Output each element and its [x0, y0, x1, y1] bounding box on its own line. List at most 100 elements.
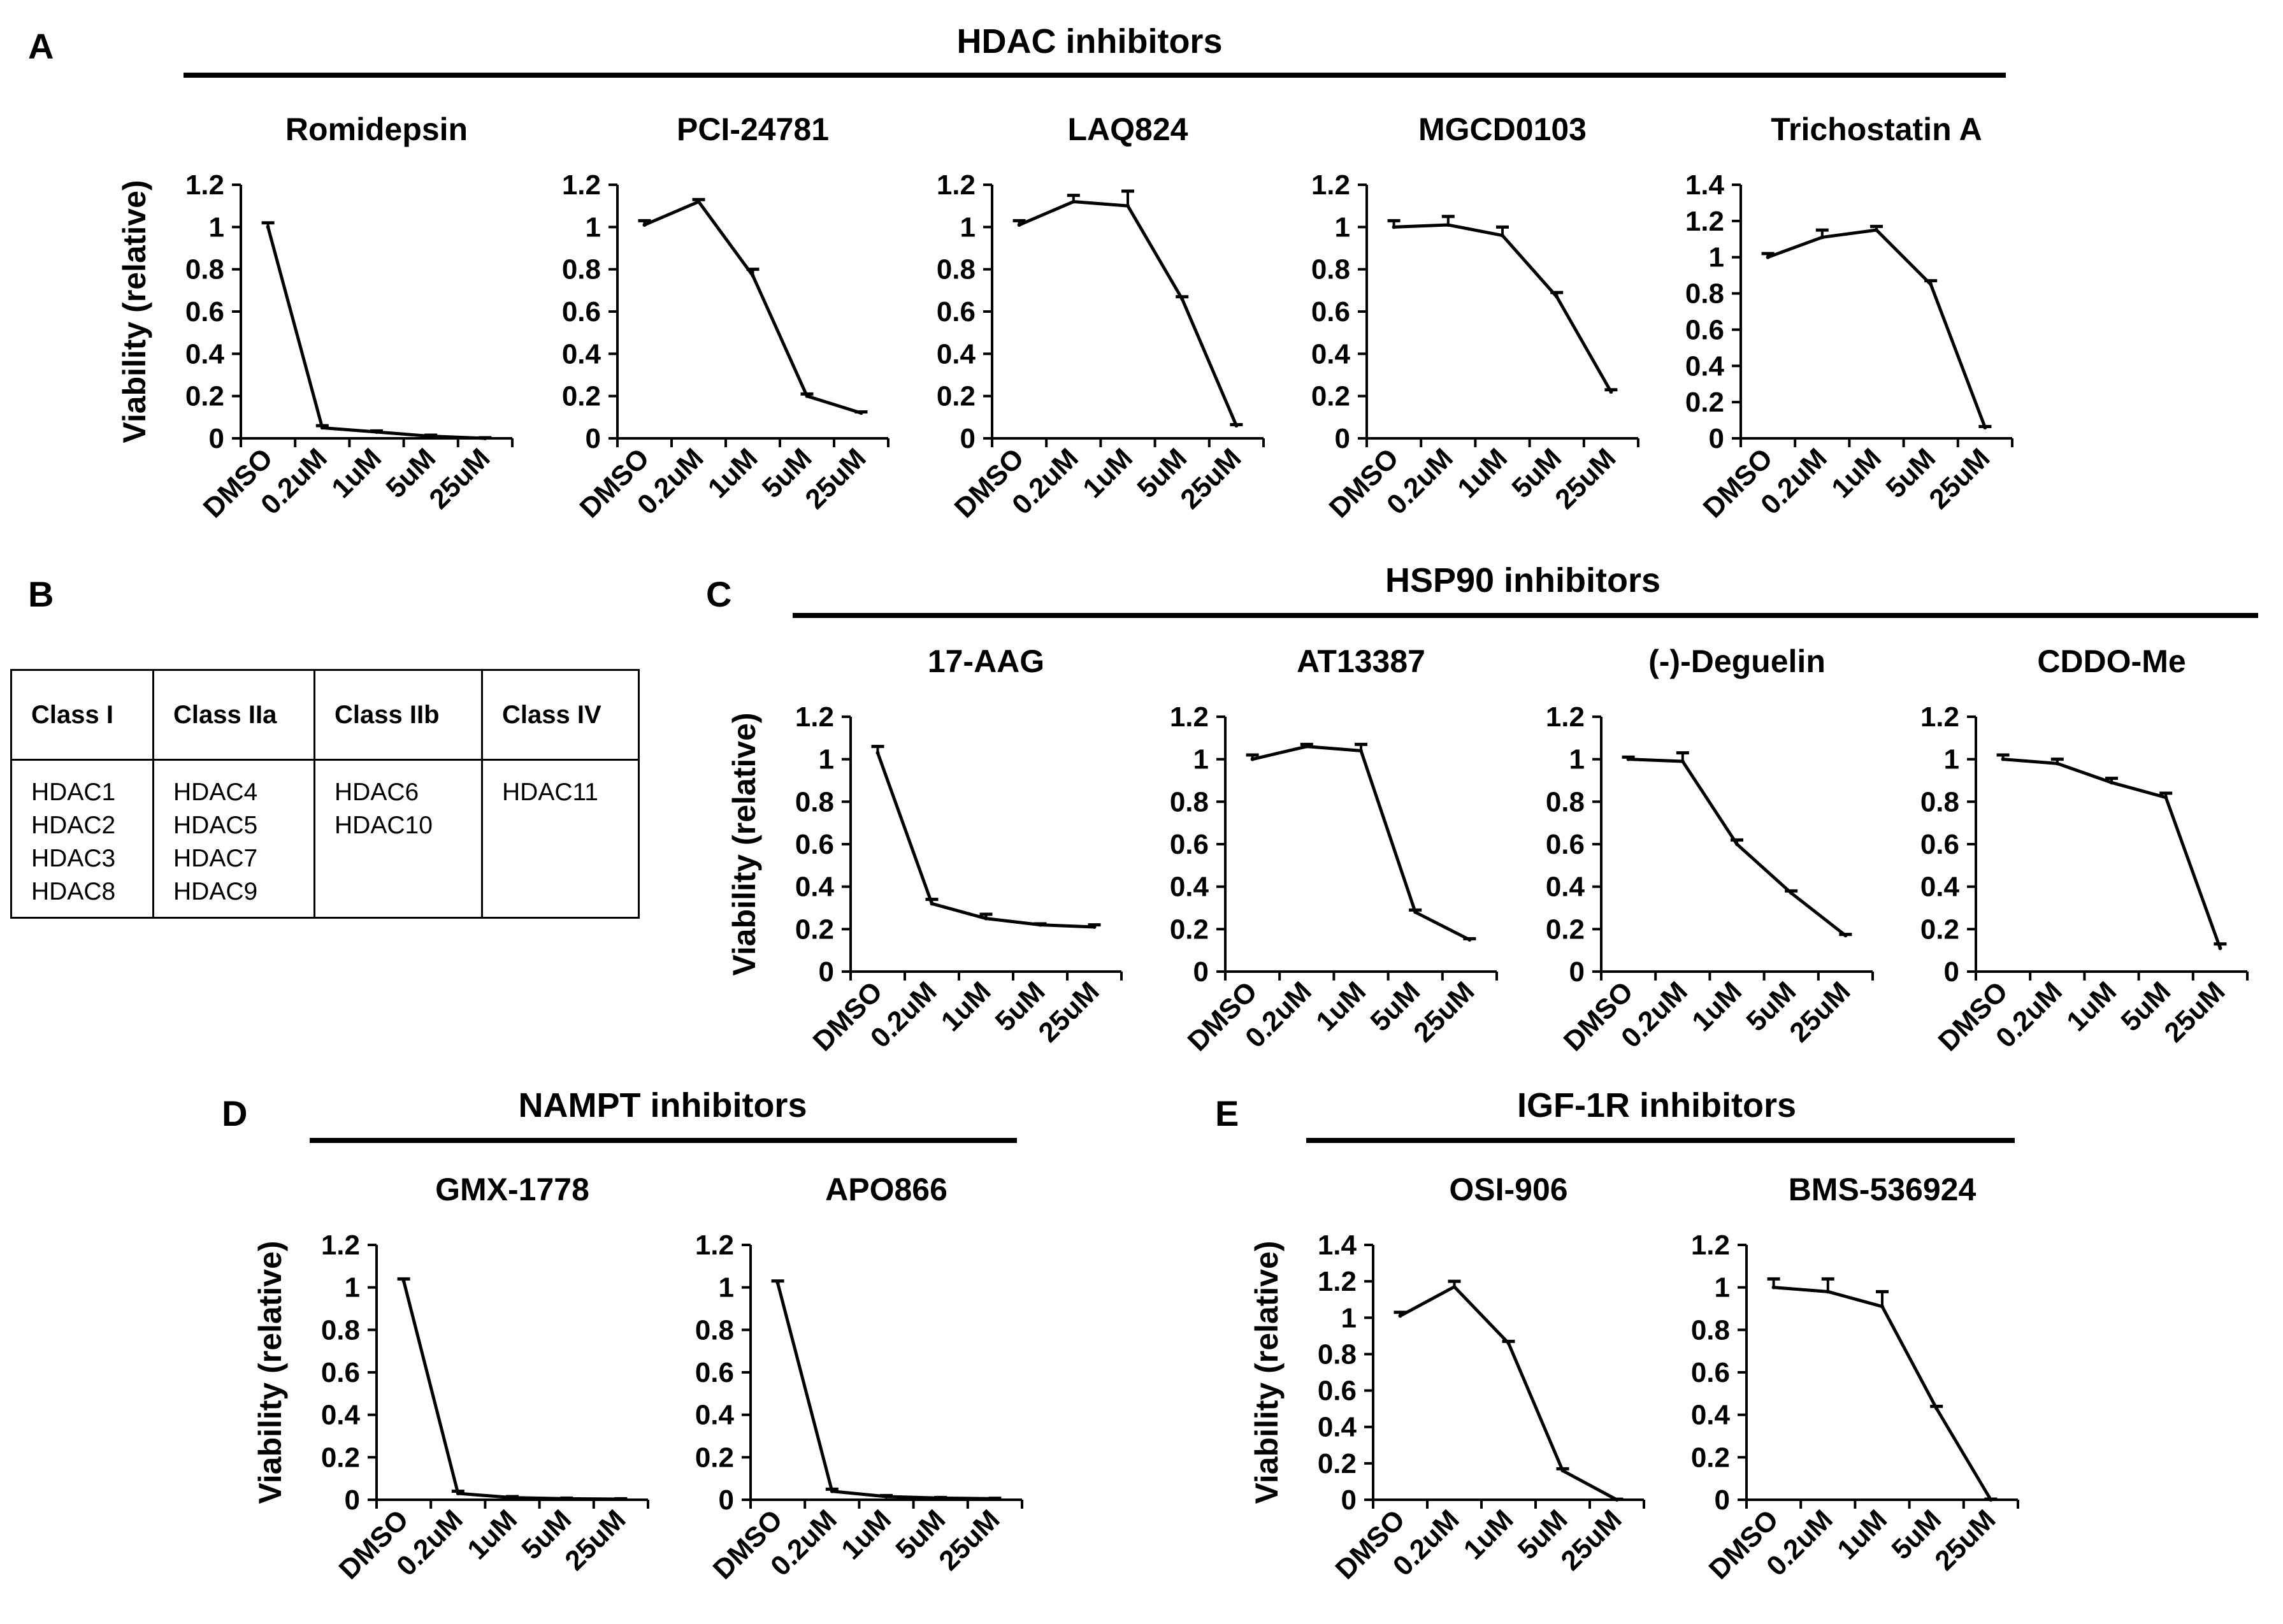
- y-tick-label: 0: [819, 956, 834, 988]
- data-point: [830, 1489, 834, 1493]
- data-point: [1446, 223, 1450, 227]
- x-tick-label: 25uM: [1555, 1504, 1627, 1576]
- chart-title: OSI-906: [1449, 1172, 1567, 1207]
- y-tick-label: 1: [1193, 744, 1209, 775]
- x-tick-label: DMSO: [1697, 442, 1779, 524]
- y-tick-label: 1.2: [795, 701, 834, 733]
- table-cell: HDAC1 HDAC2 HDAC3 HDAC8: [10, 759, 154, 918]
- table-header: Class I: [10, 670, 154, 761]
- y-tick-label: 1: [209, 212, 224, 243]
- data-point: [1843, 933, 1848, 938]
- data-point: [619, 1497, 623, 1501]
- series-line: [1399, 1285, 1618, 1502]
- data-point: [1983, 425, 1987, 429]
- y-tick-label: 0.6: [1318, 1376, 1357, 1407]
- series-line: [776, 1283, 995, 1500]
- data-point: [1771, 1285, 1776, 1290]
- y-tick-label: 0.2: [1170, 914, 1209, 945]
- y-tick-label: 0: [586, 423, 601, 454]
- y-tick-label: 0: [1715, 1484, 1730, 1516]
- y-tick-label: 0: [1944, 956, 1959, 988]
- data-point: [2055, 761, 2059, 766]
- y-axis-title: Viability (relative): [726, 712, 762, 975]
- hdac-name: HDAC6: [335, 779, 419, 806]
- data-point: [642, 223, 647, 227]
- y-tick-label: 0.6: [1691, 1357, 1730, 1388]
- y-tick-label: 0.4: [1546, 872, 1585, 903]
- y-tick-label: 0.4: [1685, 350, 1725, 382]
- hdac-name: HDAC4: [173, 779, 258, 806]
- y-tick-label: 0.8: [1685, 278, 1724, 310]
- x-tick-label: 25uM: [1549, 442, 1622, 515]
- chart-title: Romidepsin: [285, 111, 468, 147]
- y-tick-label: 0.8: [562, 254, 601, 285]
- chart-title: (-)-Deguelin: [1648, 643, 1826, 679]
- y-tick-label: 0: [1341, 1484, 1357, 1516]
- hdac-name: HDAC10: [335, 812, 433, 839]
- chart-title: APO866: [825, 1172, 947, 1207]
- y-tick-label: 0.8: [1311, 254, 1350, 285]
- y-tick-label: 0.4: [562, 338, 601, 370]
- data-point: [930, 902, 934, 906]
- chart-title: AT13387: [1297, 643, 1425, 679]
- series-line: [1252, 745, 1471, 942]
- y-tick-label: 0.6: [695, 1357, 734, 1388]
- data-point: [1304, 744, 1309, 749]
- data-point: [1092, 925, 1097, 929]
- y-tick-label: 0: [1569, 956, 1585, 988]
- y-tick-label: 0.4: [1318, 1412, 1357, 1443]
- y-tick-label: 0.4: [1170, 872, 1209, 903]
- data-point: [1398, 1314, 1402, 1318]
- data-point: [884, 1495, 888, 1498]
- x-tick-label: 1uM: [2061, 975, 2122, 1037]
- y-tick-label: 0.4: [937, 338, 976, 370]
- y-tick-label: 0.2: [321, 1442, 360, 1473]
- hdac-name: HDAC2: [31, 812, 116, 839]
- table-header: Class IV: [481, 670, 640, 761]
- x-tick-label: 25uM: [559, 1504, 631, 1576]
- y-tick-label: 0.6: [1920, 829, 1959, 860]
- x-tick-label: DMSO: [1703, 1504, 1785, 1585]
- y-tick-label: 0.8: [1920, 786, 1959, 817]
- data-point: [775, 1281, 780, 1285]
- y-tick-label: 0: [1709, 423, 1724, 454]
- y-tick-label: 0.6: [562, 296, 601, 327]
- y-tick-label: 0.2: [185, 381, 224, 412]
- y-tick-label: 0.8: [185, 254, 224, 285]
- data-point: [1989, 1498, 1993, 1502]
- x-tick-label: 1uM: [326, 442, 387, 504]
- data-point: [510, 1495, 514, 1500]
- data-point: [751, 273, 755, 278]
- y-tick-label: 0.2: [695, 1442, 734, 1473]
- data-point: [1615, 1498, 1619, 1502]
- y-axis-title: Viability (relative): [117, 180, 152, 443]
- y-tick-label: 0.8: [937, 254, 976, 285]
- x-tick-label: DMSO: [949, 442, 1030, 524]
- panel-label-d: D: [222, 1093, 248, 1133]
- data-point: [1506, 1341, 1511, 1346]
- x-tick-label: 25uM: [1783, 975, 1856, 1048]
- x-tick-label: DMSO: [1558, 975, 1639, 1057]
- data-point: [375, 430, 378, 435]
- x-tick-label: 25uM: [799, 442, 872, 515]
- chart-title: MGCD0103: [1418, 111, 1587, 147]
- data-point: [2001, 757, 2005, 761]
- data-point: [1609, 390, 1613, 394]
- x-tick-label: 1uM: [1826, 442, 1887, 504]
- chart-title: GMX-1778: [435, 1172, 589, 1207]
- data-point: [429, 434, 433, 438]
- x-tick-label: 25uM: [933, 1504, 1005, 1576]
- y-tick-label: 1: [1569, 744, 1585, 775]
- x-tick-label: DMSO: [198, 442, 279, 524]
- y-tick-label: 0.6: [795, 829, 834, 860]
- chart-title: BMS-536924: [1789, 1172, 1977, 1207]
- x-tick-label: 1uM: [835, 1504, 897, 1565]
- y-tick-label: 1.2: [321, 1230, 360, 1261]
- data-point: [859, 411, 863, 415]
- x-tick-label: 1uM: [702, 442, 764, 504]
- y-tick-label: 1: [1715, 1272, 1730, 1304]
- y-tick-label: 1.4: [1318, 1230, 1357, 1261]
- data-point: [1392, 225, 1396, 229]
- y-tick-label: 1.2: [1920, 701, 1959, 733]
